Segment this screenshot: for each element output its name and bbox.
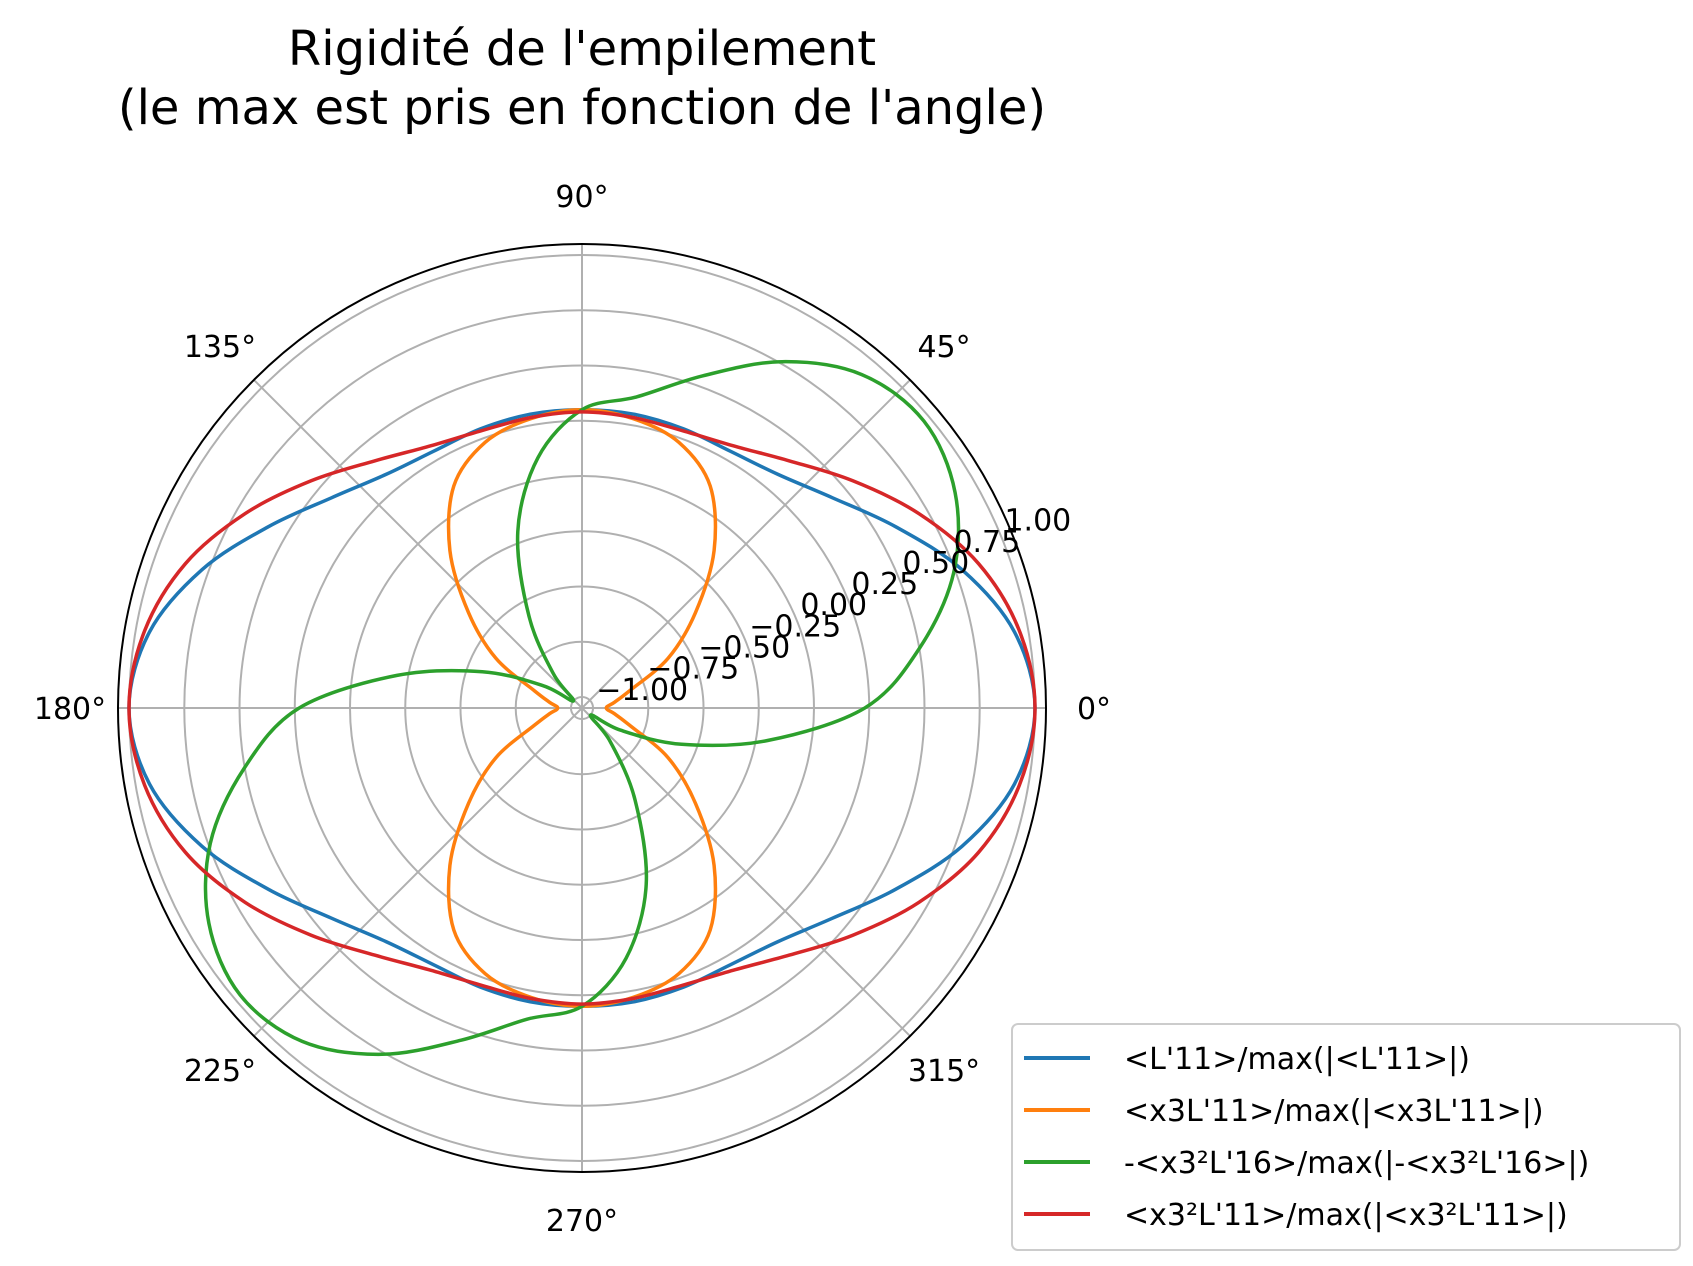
theta-grid-line xyxy=(253,379,583,709)
chart-title-line-2: (le max est pris en fonction de l'angle) xyxy=(118,80,1046,136)
theta-tick-label: 90° xyxy=(555,180,608,215)
theta-tick-label: 45° xyxy=(917,330,970,365)
theta-grid-line xyxy=(581,707,911,1037)
legend-label-3: -<x3²L'16>/max(|-<x3²L'16>|) xyxy=(1124,1146,1589,1181)
r-tick-label: 0.00 xyxy=(800,588,867,623)
radial-tick-labels: −1.00−0.75−0.50−0.250.000.250.500.751.00 xyxy=(596,504,1071,708)
legend: <L'11>/max(|<L'11>|) <x3L'11>/max(|<x3L'1… xyxy=(1011,1023,1681,1251)
r-tick-label: 0.50 xyxy=(902,546,969,581)
theta-tick-label: 270° xyxy=(546,1204,618,1239)
chart-title-line-1: Rigidité de l'empilement xyxy=(288,21,876,77)
theta-grid-line xyxy=(253,707,583,1037)
series-line-3 xyxy=(203,359,961,1057)
r-tick-label: −0.50 xyxy=(698,630,790,665)
theta-tick-label: 225° xyxy=(184,1054,256,1089)
theta-tick-label: 0° xyxy=(1077,692,1111,727)
angular-tick-labels: 0° 45° 90° 135° 180° 225° 270° 315° xyxy=(34,180,1111,1239)
r-tick-label: −0.75 xyxy=(647,652,739,687)
r-tick-label: −1.00 xyxy=(596,673,688,708)
theta-grid-line xyxy=(581,379,911,709)
polar-frame xyxy=(117,243,1047,1173)
polar-grid xyxy=(118,244,1046,1172)
legend-label-1: <L'11>/max(|<L'11>|) xyxy=(1124,1042,1470,1077)
r-tick-label: 0.25 xyxy=(851,567,918,602)
legend-box xyxy=(1011,1023,1681,1251)
series-line-4 xyxy=(127,410,1037,1006)
series-layer xyxy=(127,359,1037,1057)
theta-tick-label: 315° xyxy=(908,1054,980,1089)
r-tick-label: −0.25 xyxy=(749,609,841,644)
r-tick-label: 0.75 xyxy=(953,525,1020,560)
r-tick-label: 1.00 xyxy=(1004,504,1071,539)
theta-tick-label: 180° xyxy=(34,692,106,727)
series-line-2 xyxy=(446,407,718,1009)
legend-label-2: <x3L'11>/max(|<x3L'11>|) xyxy=(1124,1094,1544,1129)
theta-tick-label: 135° xyxy=(184,330,256,365)
legend-label-4: <x3²L'11>/max(|<x3²L'11>|) xyxy=(1124,1198,1568,1233)
